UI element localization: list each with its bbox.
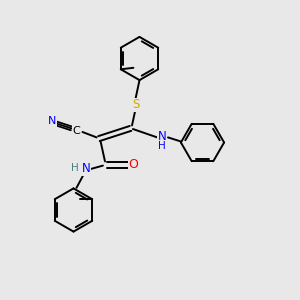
Text: N: N: [82, 162, 91, 175]
Text: H: H: [70, 163, 78, 173]
Text: H: H: [158, 141, 166, 151]
Text: S: S: [132, 98, 139, 112]
Text: C: C: [73, 125, 80, 136]
Text: N: N: [158, 130, 166, 143]
Text: O: O: [129, 158, 138, 172]
Text: N: N: [48, 116, 56, 127]
